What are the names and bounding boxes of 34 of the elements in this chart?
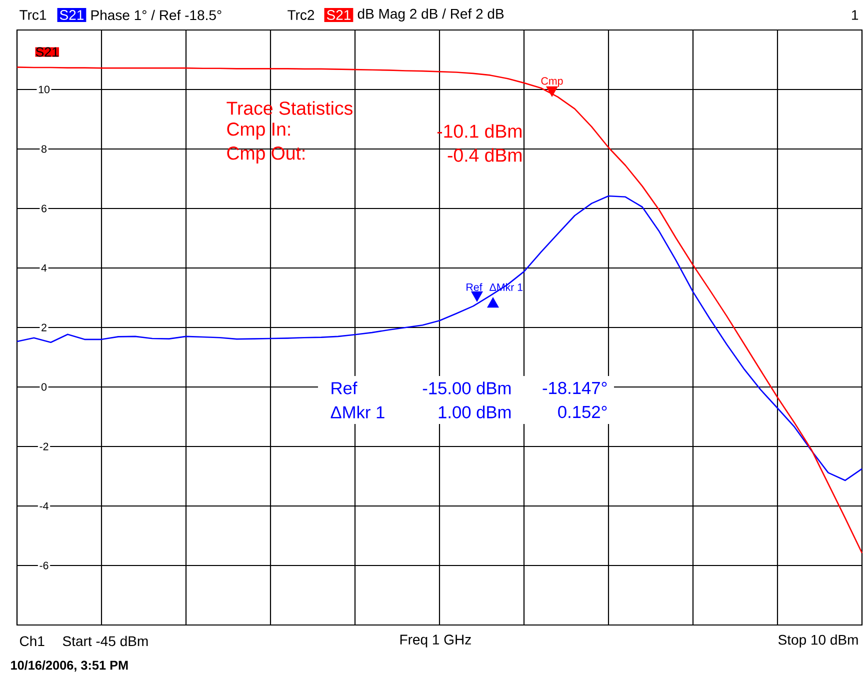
text: dB Mag 2 dB / Ref 2 dB	[358, 8, 504, 22]
annotation: S21	[36, 47, 58, 57]
y-tick-label: -4	[40, 502, 48, 510]
annotation: Cmp	[541, 77, 563, 87]
annotation: ΔMkr 1	[330, 406, 384, 418]
y-tick-label: 0	[41, 383, 47, 391]
annotation: -15.00 dBm	[422, 382, 511, 394]
text: Ch1	[20, 636, 44, 646]
annotation: 1.00 dBm	[438, 406, 511, 418]
annotation: Ref	[466, 283, 482, 291]
annotation: Cmp Out:	[227, 146, 304, 164]
line-series	[16, 195, 863, 482]
text: S21	[326, 10, 350, 20]
y-tick-label: 8	[42, 145, 46, 153]
annotation: Cmp In:	[227, 122, 290, 140]
text: Trc1	[20, 10, 46, 20]
text: 10/16/2006, 3:51 PM	[11, 660, 128, 672]
annotation: Ref	[332, 382, 358, 394]
y-tick-label: -2	[40, 442, 48, 450]
text: Freq 1 GHz	[400, 634, 471, 648]
text: 1	[852, 10, 858, 20]
annotation: 0.152°	[558, 406, 607, 418]
text: Trc2	[288, 10, 314, 20]
y-tick-label: -6	[40, 562, 48, 570]
y-tick-label: 6	[42, 204, 46, 212]
annotation: -18.147°	[542, 382, 607, 394]
y-tick-label: 2	[42, 324, 46, 332]
y-tick-label: 4	[41, 264, 47, 272]
text: Start -45 dBm	[62, 636, 148, 646]
text: Phase 1° / Ref -18.5°	[91, 10, 222, 20]
text: S21	[60, 10, 84, 20]
y-tick-label: 10	[38, 86, 50, 94]
annotation: -0.4 dBm	[448, 148, 522, 162]
text: Stop 10 dBm	[778, 634, 858, 648]
